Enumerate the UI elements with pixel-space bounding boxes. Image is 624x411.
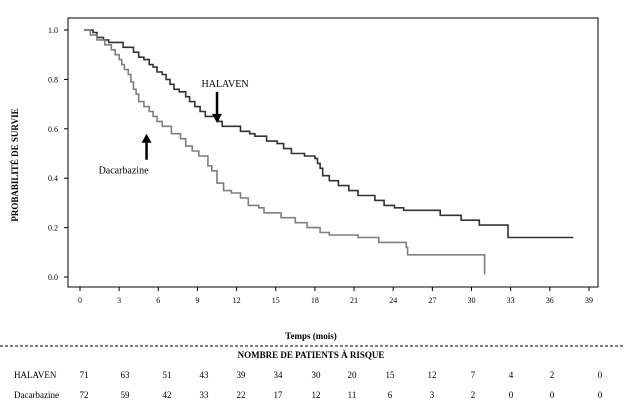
x-tick-label: 39 <box>585 296 593 305</box>
risk-cell: 2 <box>550 370 555 380</box>
x-tick-label: 15 <box>272 296 280 305</box>
x-tick-label: 33 <box>507 296 515 305</box>
risk-cell: 12 <box>428 370 437 380</box>
risk-table: HALAVEN 71 63 51 43 39 34 30 20 15 12 7 4 2 0Dacarbazi… <box>14 370 603 400</box>
x-tick-label: 30 <box>468 296 476 305</box>
y-tick-label: 0.6 <box>48 125 58 134</box>
risk-cell: 42 <box>163 390 172 400</box>
series-line-halaven <box>83 29 574 239</box>
halaven-annotation: HALAVEN <box>202 79 249 90</box>
risk-cell: 71 <box>80 370 89 380</box>
risk-cell: 0 <box>550 390 555 400</box>
series-line-dacarbazine <box>83 29 486 275</box>
risk-cell: 6 <box>388 390 393 400</box>
risk-cell: 7 <box>471 370 476 380</box>
risk-cell: 11 <box>348 390 357 400</box>
x-tick-label: 18 <box>311 296 319 305</box>
risk-cell: 17 <box>274 390 284 400</box>
risk-table-title: NOMBRE DE PATIENTS À RISQUE <box>238 350 385 360</box>
risk-cell: 4 <box>509 370 514 380</box>
y-tick-label: 0.8 <box>48 75 58 84</box>
x-tick-label: 3 <box>117 296 121 305</box>
risk-cell: 63 <box>121 370 131 380</box>
x-tick-label: 0 <box>78 296 82 305</box>
risk-cell: 20 <box>348 370 358 380</box>
x-tick-label: 27 <box>428 296 436 305</box>
y-tick-label: 0.2 <box>48 224 58 233</box>
halaven-arrow-head <box>212 113 223 123</box>
risk-row-label: Dacarbazine <box>14 390 59 400</box>
dacarbazine-arrow-head <box>141 133 152 143</box>
x-tick-label: 36 <box>546 296 554 305</box>
x-axis-title: Temps (mois) <box>285 331 336 341</box>
y-tick-label: 1.0 <box>48 26 58 35</box>
risk-cell: 51 <box>163 370 172 380</box>
risk-cell: 33 <box>200 390 210 400</box>
risk-cell: 3 <box>430 390 435 400</box>
risk-cell: 30 <box>312 370 322 380</box>
risk-cell: 72 <box>80 390 89 400</box>
x-tick-label: 21 <box>350 296 358 305</box>
x-tick-label: 12 <box>233 296 241 305</box>
risk-cell: 2 <box>471 390 476 400</box>
y-tick-label: 0.0 <box>48 273 58 282</box>
y-tick-label: 0.4 <box>48 174 58 183</box>
risk-row-label: HALAVEN <box>14 370 57 380</box>
risk-cell: 12 <box>312 390 321 400</box>
y-axis-title: PROBABILITÉ DE SURVIE <box>10 108 20 221</box>
risk-cell: 43 <box>200 370 210 380</box>
risk-cell: 0 <box>598 390 603 400</box>
plot-area: 0.00.20.40.60.81.00 3 6 9 12 15 18 21 24 27 30 33 36… <box>48 17 599 305</box>
risk-cell: 22 <box>237 390 246 400</box>
plot-frame <box>67 17 599 288</box>
risk-cell: 0 <box>509 390 514 400</box>
x-tick-label: 9 <box>195 296 199 305</box>
x-tick-label: 24 <box>389 296 397 305</box>
risk-cell: 34 <box>274 370 284 380</box>
risk-cell: 59 <box>121 390 131 400</box>
risk-cell: 39 <box>237 370 247 380</box>
x-tick-label: 6 <box>156 296 160 305</box>
risk-cell: 15 <box>386 370 396 380</box>
dacarbazine-annotation: Dacarbazine <box>99 166 150 177</box>
risk-cell: 0 <box>598 370 603 380</box>
